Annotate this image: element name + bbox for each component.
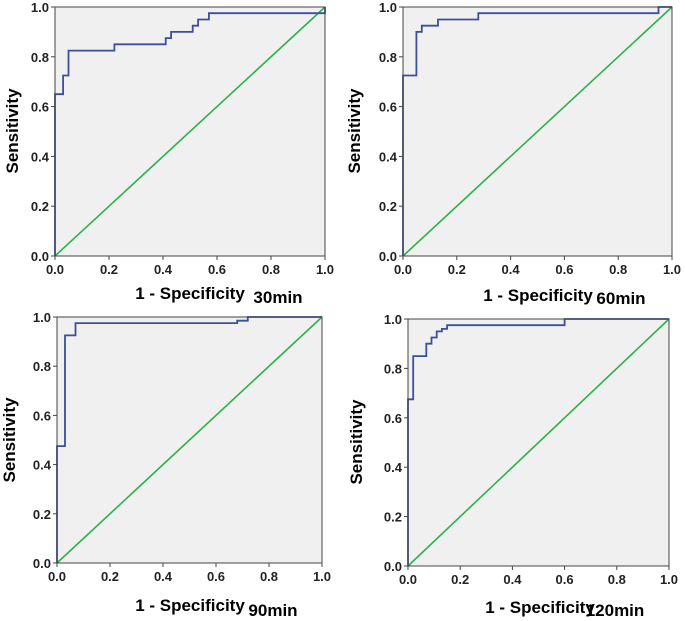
x-tick-label: 0.2 bbox=[100, 262, 118, 277]
x-tick-label: 0.0 bbox=[399, 572, 417, 587]
y-tick-label: 0.8 bbox=[31, 50, 49, 65]
panel-time-label: 90min bbox=[248, 601, 297, 620]
y-tick-label: 0.0 bbox=[33, 556, 51, 571]
x-tick-label: 0.6 bbox=[207, 569, 225, 584]
roc-panel-4: 0.0 0.2 0.4 0.6 0.8 1.0 0.0 0.2 0.4 0.6 0.8 1.0 1 - … bbox=[347, 312, 678, 620]
x-tick-label: 0.0 bbox=[394, 262, 412, 277]
x-tick-label: 0.4 bbox=[503, 572, 522, 587]
x-tick-label: 0.8 bbox=[608, 572, 626, 587]
y-tick-label: 0.0 bbox=[384, 559, 402, 574]
x-tick-label: 0.8 bbox=[609, 262, 627, 277]
y-axis-label: Sensitivity bbox=[0, 397, 19, 483]
x-tick-label: 0.6 bbox=[556, 572, 574, 587]
x-tick-label: 0.2 bbox=[101, 569, 119, 584]
y-tick-label: 0.0 bbox=[379, 249, 397, 264]
y-axis-label: Sensitivity bbox=[345, 88, 364, 174]
roc-curve bbox=[56, 316, 322, 563]
x-tick-label: 1.0 bbox=[313, 569, 331, 584]
x-tick-label: 0.6 bbox=[208, 262, 226, 277]
x-tick-label: 0.6 bbox=[555, 262, 573, 277]
x-axis-label: 1 - Specificity bbox=[135, 284, 245, 303]
y-tick-label: 0.2 bbox=[33, 507, 51, 522]
y-tick-label: 0.2 bbox=[31, 199, 49, 214]
reference-line bbox=[56, 316, 323, 564]
roc-curve bbox=[54, 7, 326, 256]
y-tick-label: 0.0 bbox=[31, 249, 49, 264]
y-tick-label: 0.8 bbox=[33, 359, 51, 374]
x-tick-label: 0.4 bbox=[502, 262, 521, 277]
plot-frame bbox=[402, 6, 673, 257]
y-tick-label: 1.0 bbox=[379, 0, 397, 15]
y-tick-label: 0.4 bbox=[33, 458, 52, 473]
x-tick-label: 0.0 bbox=[48, 569, 66, 584]
reference-line bbox=[402, 6, 673, 257]
x-axis-label: 1 - Specificity bbox=[485, 598, 595, 617]
x-axis-label: 1 - Specificity bbox=[483, 286, 593, 305]
x-tick-label: 0.2 bbox=[451, 572, 469, 587]
y-tick-label: 0.8 bbox=[379, 50, 397, 65]
reference-line bbox=[54, 6, 326, 257]
y-tick-label: 0.2 bbox=[379, 199, 397, 214]
y-tick-label: 1.0 bbox=[33, 310, 51, 325]
x-tick-label: 1.0 bbox=[316, 262, 334, 277]
y-axis-label: Sensitivity bbox=[3, 88, 22, 174]
roc-panel-2: 0.0 0.2 0.4 0.6 0.8 1.0 0.0 0.2 0.4 0.6 0.8 1.0 1 - … bbox=[345, 0, 681, 308]
panel-time-label: 30min bbox=[253, 288, 302, 307]
x-tick-label: 0.8 bbox=[260, 569, 278, 584]
x-tick-label: 0.4 bbox=[154, 262, 173, 277]
y-tick-label: 0.6 bbox=[379, 100, 397, 115]
reference-line bbox=[407, 318, 670, 567]
roc-panel-1: 0.0 0.2 0.4 0.6 0.8 1.0 0.0 0.2 0.4 0.6 0.8 1.0 1 - … bbox=[3, 0, 334, 307]
x-axis-label: 1 - Specificity bbox=[135, 596, 245, 615]
y-tick-label: 1.0 bbox=[31, 0, 49, 15]
y-tick-label: 0.8 bbox=[384, 361, 402, 376]
roc-curve bbox=[402, 6, 672, 256]
y-tick-label: 0.2 bbox=[384, 510, 402, 525]
y-tick-label: 0.4 bbox=[379, 149, 398, 164]
x-tick-label: 0.0 bbox=[46, 262, 64, 277]
y-tick-label: 0.4 bbox=[31, 149, 50, 164]
panel-time-label: 120min bbox=[586, 601, 645, 620]
plot-frame bbox=[54, 6, 326, 257]
plot-frame bbox=[407, 318, 670, 567]
y-tick-label: 1.0 bbox=[384, 312, 402, 327]
roc-panel-3: 0.0 0.2 0.4 0.6 0.8 1.0 0.0 0.2 0.4 0.6 0.8 1.0 1 - … bbox=[0, 310, 331, 620]
x-tick-label: 0.8 bbox=[262, 262, 280, 277]
y-tick-label: 0.6 bbox=[33, 408, 51, 423]
x-tick-label: 0.4 bbox=[154, 569, 173, 584]
y-axis-label: Sensitivity bbox=[347, 399, 366, 485]
panel-time-label: 60min bbox=[596, 289, 645, 308]
x-tick-label: 1.0 bbox=[660, 572, 678, 587]
roc-curve bbox=[407, 318, 669, 566]
plot-frame bbox=[56, 316, 323, 564]
y-tick-label: 0.6 bbox=[384, 411, 402, 426]
x-tick-label: 1.0 bbox=[663, 262, 681, 277]
y-tick-label: 0.4 bbox=[384, 460, 403, 475]
y-tick-label: 0.6 bbox=[31, 100, 49, 115]
x-tick-label: 0.2 bbox=[448, 262, 466, 277]
